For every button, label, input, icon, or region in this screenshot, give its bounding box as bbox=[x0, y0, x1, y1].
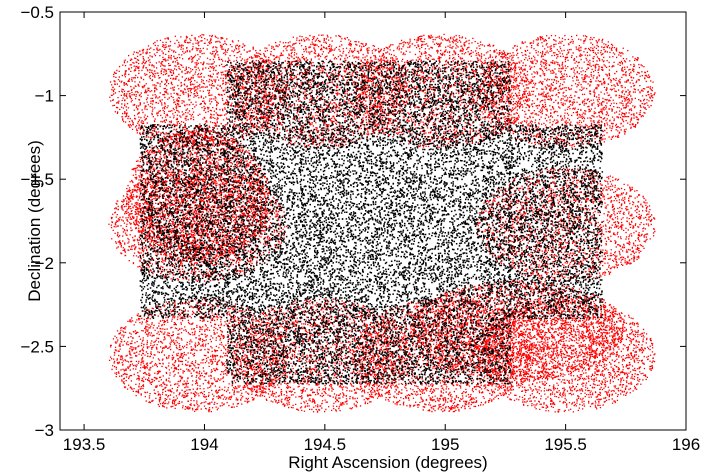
y-axis-label: Declination (degrees) bbox=[25, 140, 44, 302]
y-tick-label: −3 bbox=[35, 421, 54, 440]
x-tick-label: 194.5 bbox=[304, 435, 347, 454]
y-tick-label: −2 bbox=[35, 254, 54, 273]
red-data-points bbox=[108, 33, 656, 413]
x-axis-label: Right Ascension (degrees) bbox=[288, 453, 487, 472]
x-tick-label: 193.5 bbox=[63, 435, 106, 454]
black-data-points bbox=[139, 60, 604, 385]
y-tick-label: −2.5 bbox=[20, 337, 54, 356]
y-tick-label: −0.5 bbox=[20, 3, 54, 22]
red-point-series bbox=[108, 33, 656, 413]
x-axis-ticks: 193.5 194 194.5 195 195.5 196 bbox=[63, 12, 700, 454]
x-tick-label: 195.5 bbox=[544, 435, 587, 454]
x-tick-label: 196 bbox=[672, 435, 700, 454]
x-tick-label: 195 bbox=[431, 435, 459, 454]
y-tick-label: −1 bbox=[35, 87, 54, 106]
plot-frame bbox=[59, 11, 687, 431]
y-tick-label: −1.5 bbox=[20, 170, 54, 189]
y-axis-ticks: −0.5 −1 −1.5 −2 −2.5 −3 bbox=[20, 3, 686, 440]
x-tick-label: 194 bbox=[190, 435, 218, 454]
black-point-series bbox=[139, 60, 604, 385]
